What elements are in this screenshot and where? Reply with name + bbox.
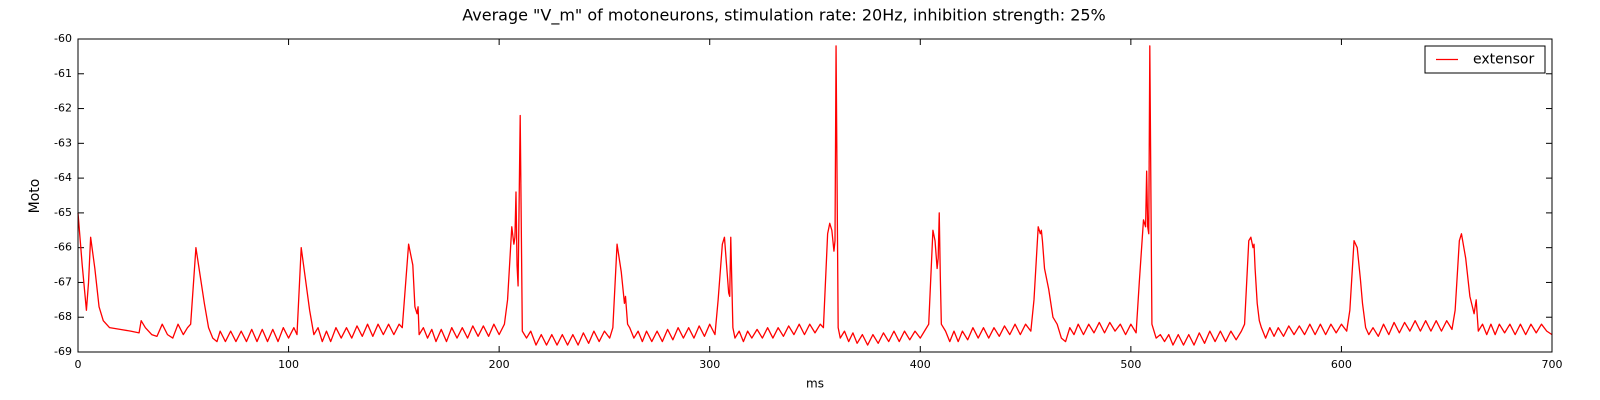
x-axis-label: ms — [806, 377, 824, 391]
x-tick-label: 600 — [1331, 358, 1352, 371]
y-axis-label: Moto — [27, 179, 43, 214]
y-tick-label: -66 — [54, 241, 72, 254]
y-tick-label: -62 — [54, 102, 72, 115]
x-tick-label: 700 — [1542, 358, 1563, 371]
x-tick-label: 400 — [910, 358, 931, 371]
chart-title: Average "V_m" of motoneurons, stimulatio… — [462, 6, 1106, 26]
x-tick-label: 300 — [699, 358, 720, 371]
legend: extensor — [1424, 45, 1546, 74]
data-line — [77, 45, 1553, 346]
y-tick-label: -69 — [54, 345, 72, 358]
y-tick-label: -67 — [54, 275, 72, 288]
legend-label: extensor — [1473, 52, 1534, 68]
y-tick-label: -64 — [54, 171, 72, 184]
y-tick-label: -61 — [54, 67, 72, 80]
x-tick-label: 0 — [75, 358, 82, 371]
x-tick-label: 100 — [278, 358, 299, 371]
y-tick-label: -60 — [54, 32, 72, 45]
y-tick-label: -65 — [54, 206, 72, 219]
y-tick-label: -63 — [54, 136, 72, 149]
plot-frame — [77, 38, 1553, 353]
y-tick-label: -68 — [54, 310, 72, 323]
x-tick-label: 200 — [489, 358, 510, 371]
x-tick-label: 500 — [1120, 358, 1141, 371]
